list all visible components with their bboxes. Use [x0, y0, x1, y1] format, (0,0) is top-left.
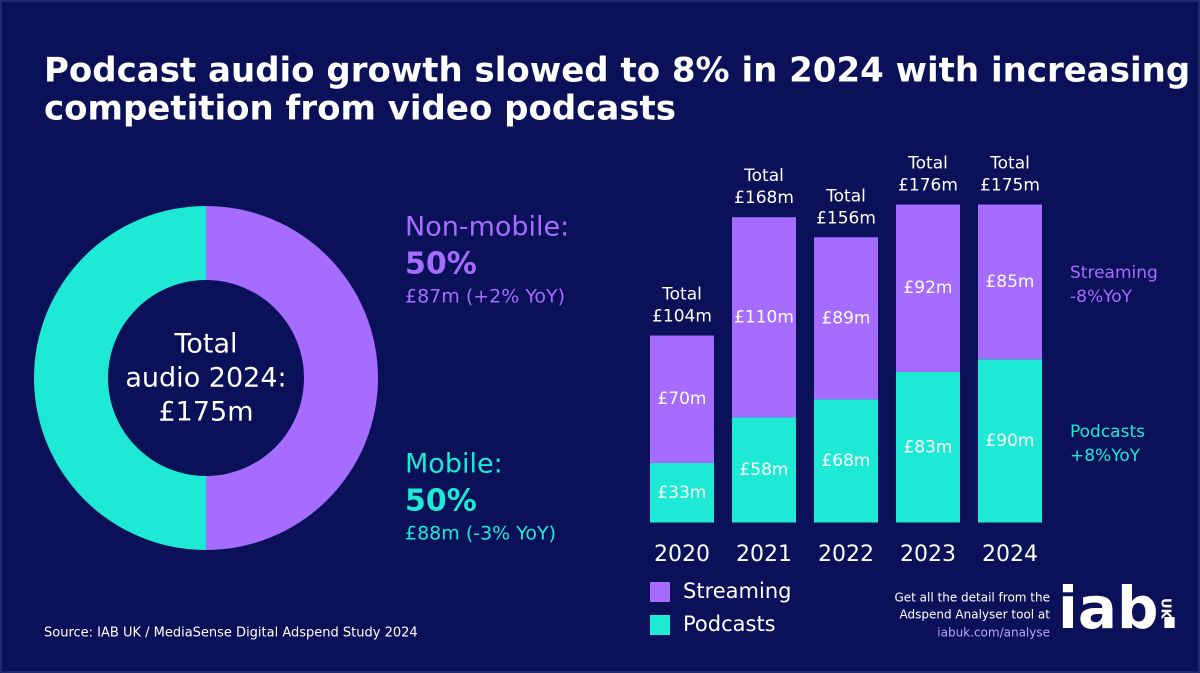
bar-segment [732, 217, 796, 418]
segment-value: 50% [405, 247, 477, 282]
center-label: £175m [158, 397, 253, 428]
segment-value: 50% [405, 484, 477, 519]
segment-label: Mobile: [405, 449, 503, 480]
bar-value-label: £83m [903, 437, 952, 457]
bar-value-label: £92m [903, 278, 952, 298]
series-annotation: +8%YoY [1070, 446, 1141, 466]
source: Source: IAB UK / MediaSense Digital Adsp… [44, 626, 418, 641]
x-tick-label: 2023 [900, 542, 956, 567]
center-label: Total [173, 329, 237, 360]
bar-segment [732, 417, 796, 523]
bar-segment [978, 204, 1042, 360]
x-tick-label: 2020 [654, 542, 710, 567]
legend-swatch [650, 582, 670, 602]
segment-detail: £87m (+2% YoY) [405, 286, 565, 308]
bar-segment [896, 371, 960, 523]
bar-total-label: £176m [898, 176, 958, 196]
donut-segment [34, 206, 206, 550]
cta-link[interactable]: iabuk.com/analyse [937, 626, 1050, 640]
bar-value-label: £90m [985, 431, 1034, 451]
bar-segment [814, 399, 878, 523]
cta-line: Adspend Analyser tool at [900, 608, 1051, 622]
bar-value-label: £110m [734, 307, 794, 327]
x-tick-label: 2024 [982, 542, 1038, 567]
bar-total-label: Total [661, 285, 702, 305]
segment-detail: £88m (-3% YoY) [405, 523, 556, 545]
bar-total-label: Total [989, 154, 1030, 174]
bar-segment [814, 237, 878, 400]
bar-value-label: £33m [657, 483, 706, 503]
bar-value-label: £70m [657, 389, 706, 409]
bar-total-label: Total [907, 154, 948, 174]
series-annotation: -8%YoY [1070, 287, 1133, 307]
legend-swatch [650, 615, 670, 635]
bar-segment [896, 204, 960, 372]
bar-segment [650, 335, 714, 463]
segment-label: Non-mobile: [405, 212, 569, 243]
bar-total-label: Total [825, 186, 866, 206]
bar-total-label: Total [743, 166, 784, 186]
bar-segment [978, 359, 1042, 523]
donut-segment [206, 206, 378, 550]
bar-value-label: £58m [739, 460, 788, 480]
bar-total-label: £104m [652, 307, 712, 327]
series-annotation: Podcasts [1070, 422, 1145, 442]
logo-sub: UK [1158, 598, 1173, 620]
legend-label: Streaming [683, 579, 791, 603]
bar-value-label: £68m [821, 451, 870, 471]
title-line: Podcast audio growth slowed to 8% in 202… [44, 51, 1190, 91]
bar-total-label: £175m [980, 176, 1040, 196]
cta-line: Get all the detail from the [894, 591, 1050, 605]
bar-value-label: £85m [985, 272, 1034, 292]
logo: iab. [1058, 574, 1181, 642]
center-label: audio 2024: [125, 363, 286, 394]
legend-label: Podcasts [683, 612, 776, 636]
bar-total-label: £168m [734, 188, 794, 208]
bar-total-label: £156m [816, 208, 876, 228]
title-line: competition from video podcasts [44, 89, 676, 129]
series-annotation: Streaming [1070, 263, 1158, 283]
x-tick-label: 2022 [818, 542, 874, 567]
bar-segment [650, 462, 714, 523]
bar-value-label: £89m [821, 308, 870, 328]
x-tick-label: 2021 [736, 542, 792, 567]
